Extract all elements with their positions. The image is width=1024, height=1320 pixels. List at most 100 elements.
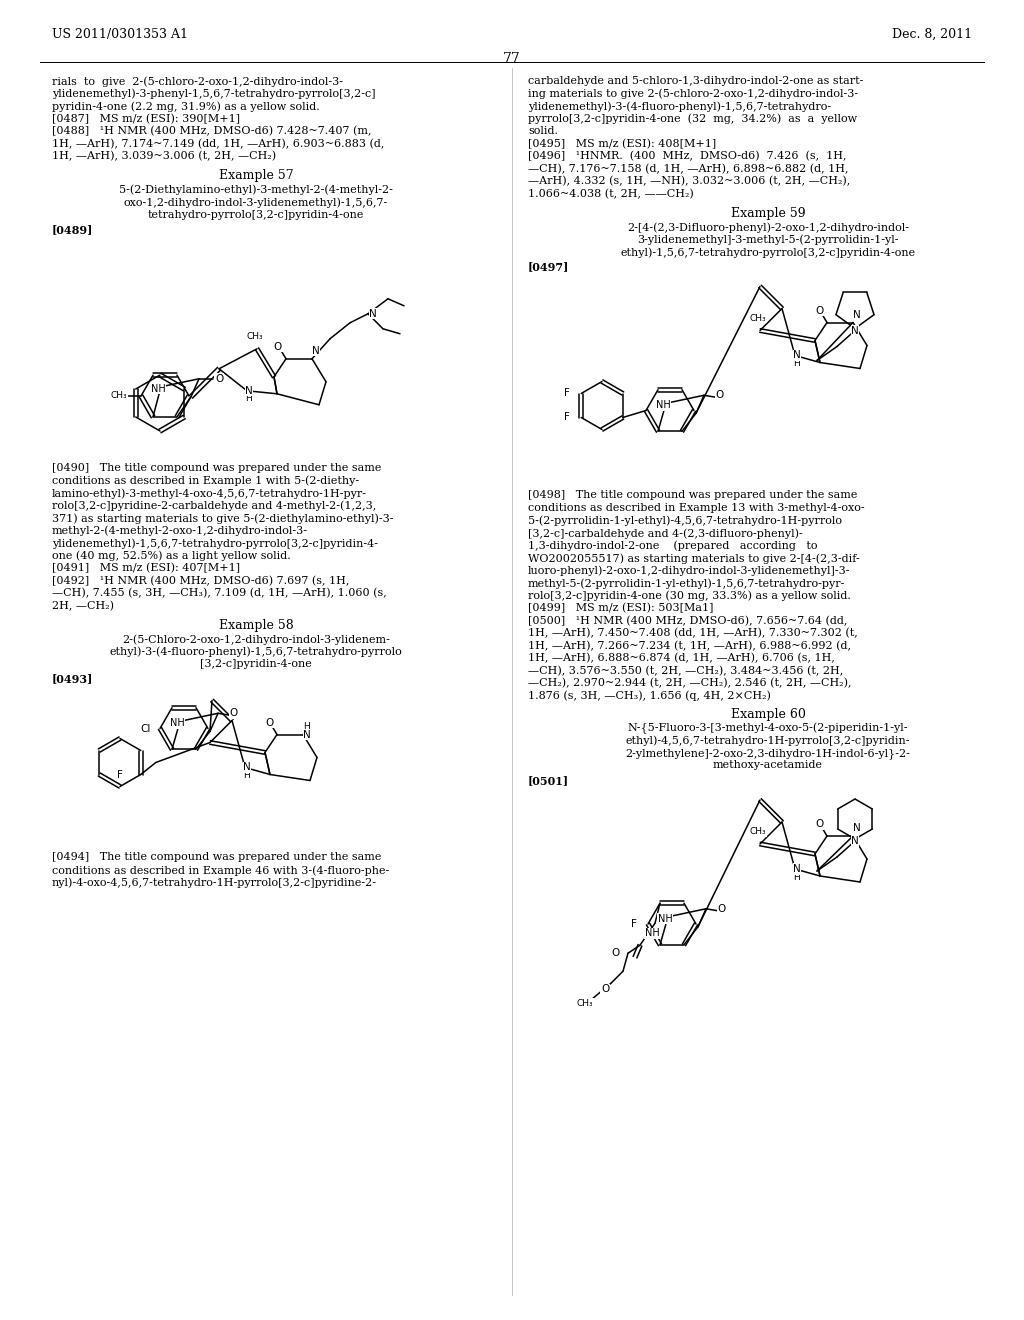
Text: H: H xyxy=(246,395,252,404)
Text: pyrrolo[3,2-c]pyridin-4-one  (32  mg,  34.2%)  as  a  yellow: pyrrolo[3,2-c]pyridin-4-one (32 mg, 34.2… xyxy=(528,114,857,124)
Text: [0488]   ¹H NMR (400 MHz, DMSO-d6) 7.428~7.407 (m,: [0488] ¹H NMR (400 MHz, DMSO-d6) 7.428~7… xyxy=(52,125,372,136)
Text: F: F xyxy=(117,770,123,780)
Text: CH₃: CH₃ xyxy=(247,333,263,342)
Text: 2H, —CH₂): 2H, —CH₂) xyxy=(52,601,114,611)
Text: ylidenemethyl)-1,5,6,7-tetrahydro-pyrrolo[3,2-c]pyridin-4-: ylidenemethyl)-1,5,6,7-tetrahydro-pyrrol… xyxy=(52,539,378,549)
Text: ethyl)-1,5,6,7-tetrahydro-pyrrolo[3,2-c]pyridin-4-one: ethyl)-1,5,6,7-tetrahydro-pyrrolo[3,2-c]… xyxy=(621,247,915,257)
Text: Example 57: Example 57 xyxy=(219,169,293,182)
Text: H: H xyxy=(304,722,310,731)
Text: rolo[3,2-c]pyridine-2-carbaldehyde and 4-methyl-2-(1,2,3,: rolo[3,2-c]pyridine-2-carbaldehyde and 4… xyxy=(52,500,376,511)
Text: O: O xyxy=(815,818,823,829)
Text: NH: NH xyxy=(655,400,671,411)
Text: CH₃: CH₃ xyxy=(750,314,766,323)
Text: 77: 77 xyxy=(503,51,521,66)
Text: N: N xyxy=(794,351,801,360)
Text: O: O xyxy=(716,391,724,400)
Text: ethyl)-3-(4-fluoro-phenyl)-1,5,6,7-tetrahydro-pyrrolo: ethyl)-3-(4-fluoro-phenyl)-1,5,6,7-tetra… xyxy=(110,647,402,657)
Text: [0494]   The title compound was prepared under the same: [0494] The title compound was prepared u… xyxy=(52,853,381,862)
Text: CH₃: CH₃ xyxy=(111,392,127,400)
Text: O: O xyxy=(265,718,273,727)
Text: [0497]: [0497] xyxy=(528,261,569,272)
Text: pyridin-4-one (2.2 mg, 31.9%) as a yellow solid.: pyridin-4-one (2.2 mg, 31.9%) as a yello… xyxy=(52,102,319,112)
Text: O: O xyxy=(718,904,726,913)
Text: N: N xyxy=(794,865,801,874)
Text: Cl: Cl xyxy=(141,723,152,734)
Text: F: F xyxy=(564,388,570,399)
Text: [0495]   MS m/z (ESI): 408[M+1]: [0495] MS m/z (ESI): 408[M+1] xyxy=(528,139,716,149)
Text: ylidenemethyl)-3-phenyl-1,5,6,7-tetrahydro-pyrrolo[3,2-c]: ylidenemethyl)-3-phenyl-1,5,6,7-tetrahyd… xyxy=(52,88,376,99)
Text: NH: NH xyxy=(657,913,673,924)
Text: N: N xyxy=(853,309,861,319)
Text: Dec. 8, 2011: Dec. 8, 2011 xyxy=(892,28,972,41)
Text: methyl-5-(2-pyrrolidin-1-yl-ethyl)-1,5,6,7-tetrahydro-pyr-: methyl-5-(2-pyrrolidin-1-yl-ethyl)-1,5,6… xyxy=(528,578,846,589)
Text: [0498]   The title compound was prepared under the same: [0498] The title compound was prepared u… xyxy=(528,491,857,500)
Text: one (40 mg, 52.5%) as a light yellow solid.: one (40 mg, 52.5%) as a light yellow sol… xyxy=(52,550,291,561)
Text: —CH), 7.176~7.158 (d, 1H, —ArH), 6.898~6.882 (d, 1H,: —CH), 7.176~7.158 (d, 1H, —ArH), 6.898~6… xyxy=(528,164,849,174)
Text: —ArH), 4.332 (s, 1H, —NH), 3.032~3.006 (t, 2H, —CH₂),: —ArH), 4.332 (s, 1H, —NH), 3.032~3.006 (… xyxy=(528,176,850,186)
Text: 1H, —ArH), 7.174~7.149 (dd, 1H, —ArH), 6.903~6.883 (d,: 1H, —ArH), 7.174~7.149 (dd, 1H, —ArH), 6… xyxy=(52,139,384,149)
Text: N: N xyxy=(853,822,861,833)
Text: —CH), 3.576~3.550 (t, 2H, —CH₂), 3.484~3.456 (t, 2H,: —CH), 3.576~3.550 (t, 2H, —CH₂), 3.484~3… xyxy=(528,665,843,676)
Text: N: N xyxy=(312,346,319,356)
Text: H: H xyxy=(244,771,251,780)
Text: N: N xyxy=(851,326,859,335)
Text: 5-(2-Diethylamino-ethyl)-3-methyl-2-(4-methyl-2-: 5-(2-Diethylamino-ethyl)-3-methyl-2-(4-m… xyxy=(119,185,393,195)
Text: 1H, —ArH), 7.266~7.234 (t, 1H, —ArH), 6.988~6.992 (d,: 1H, —ArH), 7.266~7.234 (t, 1H, —ArH), 6.… xyxy=(528,640,851,651)
Text: 1,3-dihydro-indol-2-one    (prepared   according   to: 1,3-dihydro-indol-2-one (prepared accord… xyxy=(528,540,817,550)
Text: [0489]: [0489] xyxy=(52,224,93,235)
Text: [0492]   ¹H NMR (400 MHz, DMSO-d6) 7.697 (s, 1H,: [0492] ¹H NMR (400 MHz, DMSO-d6) 7.697 (… xyxy=(52,576,349,586)
Text: O: O xyxy=(215,374,223,384)
Text: H: H xyxy=(794,359,801,368)
Text: [0487]   MS m/z (ESI): 390[M+1]: [0487] MS m/z (ESI): 390[M+1] xyxy=(52,114,240,124)
Text: NH: NH xyxy=(645,928,659,939)
Text: luoro-phenyl)-2-oxo-1,2-dihydro-indol-3-ylidenemethyl]-3-: luoro-phenyl)-2-oxo-1,2-dihydro-indol-3-… xyxy=(528,565,851,576)
Text: 1H, —ArH), 3.039~3.006 (t, 2H, —CH₂): 1H, —ArH), 3.039~3.006 (t, 2H, —CH₂) xyxy=(52,150,276,161)
Text: [0490]   The title compound was prepared under the same: [0490] The title compound was prepared u… xyxy=(52,463,381,473)
Text: 371) as starting materials to give 5-(2-diethylamino-ethyl)-3-: 371) as starting materials to give 5-(2-… xyxy=(52,513,393,524)
Text: NH: NH xyxy=(151,384,165,393)
Text: ing materials to give 2-(5-chloro-2-oxo-1,2-dihydro-indol-3-: ing materials to give 2-(5-chloro-2-oxo-… xyxy=(528,88,858,99)
Text: conditions as described in Example 46 with 3-(4-fluoro-phe-: conditions as described in Example 46 wi… xyxy=(52,865,389,875)
Text: F: F xyxy=(631,919,637,929)
Text: 1H, —ArH), 7.450~7.408 (dd, 1H, —ArH), 7.330~7.302 (t,: 1H, —ArH), 7.450~7.408 (dd, 1H, —ArH), 7… xyxy=(528,628,858,639)
Text: methyl-2-(4-methyl-2-oxo-1,2-dihydro-indol-3-: methyl-2-(4-methyl-2-oxo-1,2-dihydro-ind… xyxy=(52,525,308,536)
Text: N: N xyxy=(369,309,377,319)
Text: Example 60: Example 60 xyxy=(730,708,806,721)
Text: F: F xyxy=(564,412,570,422)
Text: WO2002055517) as starting materials to give 2-[4-(2,3-dif-: WO2002055517) as starting materials to g… xyxy=(528,553,860,564)
Text: rolo[3,2-c]pyridin-4-one (30 mg, 33.3%) as a yellow solid.: rolo[3,2-c]pyridin-4-one (30 mg, 33.3%) … xyxy=(528,590,851,601)
Text: [3,2-c]-carbaldehyde and 4-(2,3-difluoro-phenyl)-: [3,2-c]-carbaldehyde and 4-(2,3-difluoro… xyxy=(528,528,803,539)
Text: O: O xyxy=(601,985,609,994)
Text: N: N xyxy=(243,763,251,772)
Text: —CH₂), 2.970~2.944 (t, 2H, —CH₂), 2.546 (t, 2H, —CH₂),: —CH₂), 2.970~2.944 (t, 2H, —CH₂), 2.546 … xyxy=(528,678,852,688)
Text: 1H, —ArH), 6.888~6.874 (d, 1H, —ArH), 6.706 (s, 1H,: 1H, —ArH), 6.888~6.874 (d, 1H, —ArH), 6.… xyxy=(528,653,835,664)
Text: N: N xyxy=(303,730,311,739)
Text: [0491]   MS m/z (ESI): 407[M+1]: [0491] MS m/z (ESI): 407[M+1] xyxy=(52,564,240,573)
Text: O: O xyxy=(612,948,621,958)
Text: —CH), 7.455 (s, 3H, —CH₃), 7.109 (d, 1H, —ArH), 1.060 (s,: —CH), 7.455 (s, 3H, —CH₃), 7.109 (d, 1H,… xyxy=(52,587,387,598)
Text: ylidenemethyl)-3-(4-fluoro-phenyl)-1,5,6,7-tetrahydro-: ylidenemethyl)-3-(4-fluoro-phenyl)-1,5,6… xyxy=(528,102,831,112)
Text: [0493]: [0493] xyxy=(52,673,93,685)
Text: N-{5-Fluoro-3-[3-methyl-4-oxo-5-(2-piperidin-1-yl-: N-{5-Fluoro-3-[3-methyl-4-oxo-5-(2-piper… xyxy=(628,723,908,734)
Text: N: N xyxy=(851,836,859,846)
Text: CH₃: CH₃ xyxy=(577,999,593,1007)
Text: NH: NH xyxy=(170,718,184,729)
Text: carbaldehyde and 5-chloro-1,3-dihydro-indol-2-one as start-: carbaldehyde and 5-chloro-1,3-dihydro-in… xyxy=(528,77,863,86)
Text: tetrahydro-pyrrolo[3,2-c]pyridin-4-one: tetrahydro-pyrrolo[3,2-c]pyridin-4-one xyxy=(147,210,365,219)
Text: Example 58: Example 58 xyxy=(219,619,293,632)
Text: H: H xyxy=(794,873,801,882)
Text: lamino-ethyl)-3-methyl-4-oxo-4,5,6,7-tetrahydro-1H-pyr-: lamino-ethyl)-3-methyl-4-oxo-4,5,6,7-tet… xyxy=(52,488,367,499)
Text: nyl)-4-oxo-4,5,6,7-tetrahydro-1H-pyrrolo[3,2-c]pyridine-2-: nyl)-4-oxo-4,5,6,7-tetrahydro-1H-pyrrolo… xyxy=(52,878,377,888)
Text: US 2011/0301353 A1: US 2011/0301353 A1 xyxy=(52,28,188,41)
Text: 1.876 (s, 3H, —CH₃), 1.656 (q, 4H, 2×CH₂): 1.876 (s, 3H, —CH₃), 1.656 (q, 4H, 2×CH₂… xyxy=(528,690,771,701)
Text: [0500]   ¹H NMR (400 MHz, DMSO-d6), 7.656~7.64 (dd,: [0500] ¹H NMR (400 MHz, DMSO-d6), 7.656~… xyxy=(528,615,848,626)
Text: 1.066~4.038 (t, 2H, ——CH₂): 1.066~4.038 (t, 2H, ——CH₂) xyxy=(528,189,693,199)
Text: methoxy-acetamide: methoxy-acetamide xyxy=(713,760,823,771)
Text: O: O xyxy=(815,305,823,315)
Text: solid.: solid. xyxy=(528,125,558,136)
Text: Example 59: Example 59 xyxy=(731,207,805,220)
Text: 2-ylmethylene]-2-oxo-2,3-dihydro-1H-indol-6-yl}-2-: 2-ylmethylene]-2-oxo-2,3-dihydro-1H-indo… xyxy=(626,748,910,759)
Text: 3-ylidenemethyl]-3-methyl-5-(2-pyrrolidin-1-yl-: 3-ylidenemethyl]-3-methyl-5-(2-pyrrolidi… xyxy=(637,235,899,246)
Text: [0499]   MS m/z (ESI): 503[Ma1]: [0499] MS m/z (ESI): 503[Ma1] xyxy=(528,603,714,614)
Text: 2-(5-Chloro-2-oxo-1,2-dihydro-indol-3-ylidenem-: 2-(5-Chloro-2-oxo-1,2-dihydro-indol-3-yl… xyxy=(122,634,390,644)
